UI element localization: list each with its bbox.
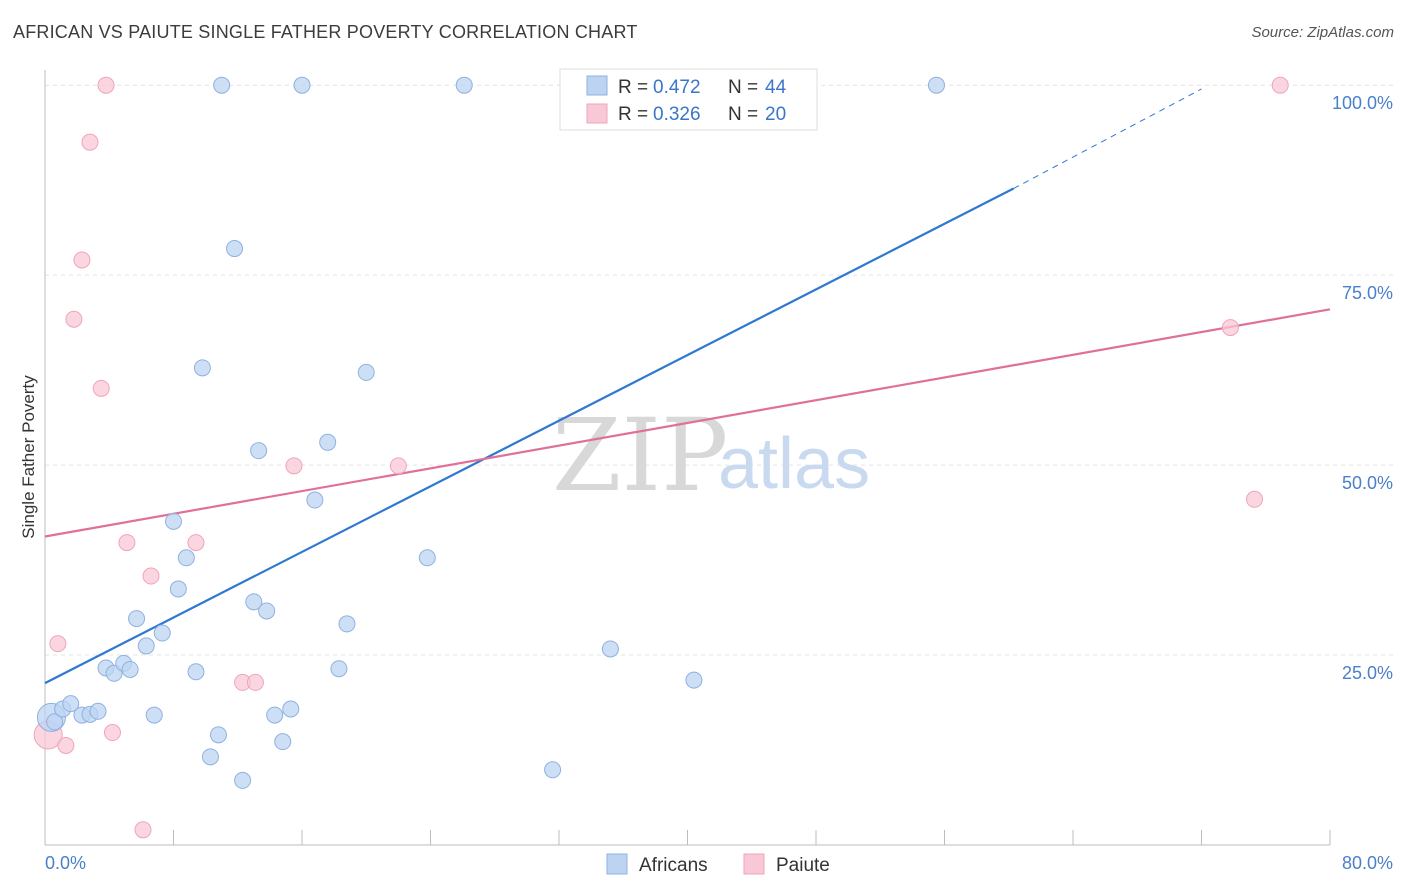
trend-lines [44, 88, 1331, 685]
africans-point [145, 706, 163, 724]
africans-point [330, 660, 348, 678]
paiute-point [1246, 490, 1264, 508]
africans-point [89, 702, 107, 720]
africans-trend-line [44, 187, 1015, 685]
africans-point [293, 76, 311, 94]
africans-point [213, 76, 231, 94]
africans-point [187, 663, 205, 681]
africans-point [128, 610, 146, 628]
africans-point [274, 733, 292, 751]
africans-point [234, 771, 252, 789]
africans-point [338, 615, 356, 633]
paiute-point [1271, 76, 1289, 94]
paiute-r-label: R = [618, 104, 648, 125]
watermark-zip: ZIP [552, 397, 728, 514]
africans-points [36, 76, 945, 789]
africans-legend-swatch [586, 75, 608, 96]
africans-point [250, 442, 268, 460]
series-legend: Africans Paiute [606, 853, 830, 876]
paiute-point [81, 133, 99, 151]
africans-point [193, 359, 211, 377]
africans-point [165, 512, 182, 530]
paiute-legend-swatch [586, 103, 608, 124]
stats-legend: R = 0.472 N = 44 R = 0.326 N = 20 [559, 68, 818, 131]
africans-point [357, 363, 375, 381]
africans-point [46, 713, 64, 731]
paiute-n-label: N = [728, 104, 758, 125]
africans-point [319, 433, 337, 451]
africans-point [226, 240, 244, 258]
paiute-point [103, 724, 121, 742]
africans-point [201, 748, 219, 766]
paiute-bottom-swatch [743, 853, 765, 875]
chart-title: AFRICAN VS PAIUTE SINGLE FATHER POVERTY … [13, 22, 638, 42]
africans-point [169, 580, 187, 598]
africans-point [209, 726, 227, 744]
africans-point [177, 549, 195, 567]
paiute-point [285, 457, 303, 475]
africans-point [685, 671, 703, 689]
paiute-point [65, 310, 83, 328]
y-tick-label: 50.0% [1342, 473, 1393, 493]
africans-point [137, 637, 155, 655]
africans-point [153, 624, 171, 642]
africans-point [927, 76, 945, 94]
y-tick-label: 100.0% [1332, 93, 1393, 113]
y-tick-labels: 25.0% 50.0% 75.0% 100.0% [1332, 93, 1393, 683]
africans-point [544, 761, 562, 779]
africans-n-value: 44 [765, 77, 787, 98]
paiute-point [1221, 319, 1239, 337]
paiute-point [57, 736, 75, 754]
paiute-point [187, 534, 205, 552]
africans-point [62, 695, 80, 713]
x-tick-label-min: 0.0% [45, 853, 86, 873]
y-tick-label: 75.0% [1342, 283, 1393, 303]
africans-point [121, 660, 139, 678]
y-axis-title: Single Father Poverty [19, 375, 38, 539]
africans-bottom-swatch [606, 853, 628, 875]
paiute-point [142, 567, 160, 585]
paiute-point [97, 76, 115, 94]
africans-point [601, 640, 619, 658]
africans-point [418, 549, 436, 567]
paiute-point [389, 457, 407, 475]
africans-point [266, 706, 284, 724]
paiute-point [118, 534, 136, 552]
africans-n-label: N = [728, 77, 758, 98]
paiute-legend-label: Paiute [776, 855, 830, 876]
paiute-points [33, 76, 1289, 839]
paiute-point [49, 635, 67, 653]
paiute-point [134, 821, 152, 839]
x-axis-ticks [44, 830, 1331, 845]
africans-legend-label: Africans [639, 855, 708, 876]
gridlines [45, 84, 1393, 656]
source-credit: Source: ZipAtlas.com [1251, 24, 1394, 41]
paiute-trend-line [44, 308, 1331, 538]
paiute-n-value: 20 [765, 104, 786, 125]
africans-r-value: 0.472 [653, 77, 701, 98]
paiute-point [73, 251, 91, 269]
x-tick-label-max: 80.0% [1342, 853, 1393, 873]
africans-trend-extension [1013, 88, 1202, 189]
y-tick-label: 25.0% [1342, 663, 1393, 683]
watermark-atlas: atlas [718, 424, 870, 504]
paiute-r-value: 0.326 [653, 104, 701, 125]
paiute-point [246, 673, 264, 691]
africans-point [306, 491, 324, 509]
africans-point [258, 602, 276, 620]
africans-r-label: R = [618, 77, 648, 98]
paiute-point [92, 379, 110, 397]
africans-point [455, 76, 473, 94]
africans-point [245, 593, 263, 611]
africans-point [282, 700, 300, 718]
